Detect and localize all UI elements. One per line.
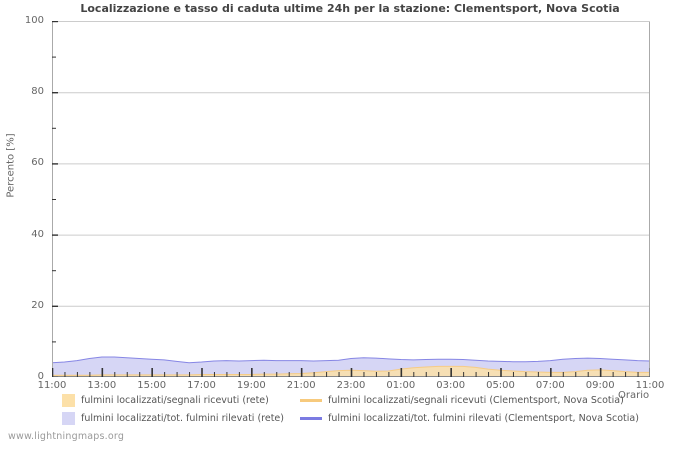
x-tick-label-5: 21:00 bbox=[286, 380, 316, 391]
legend-swatch-icon bbox=[62, 393, 75, 407]
x-tick-label-4: 19:00 bbox=[236, 380, 266, 391]
plot-area bbox=[52, 21, 650, 377]
legend-label: fulmini localizzati/tot. fulmini rilevat… bbox=[81, 412, 284, 424]
legend-label: fulmini localizzati/segnali ricevuti (re… bbox=[81, 394, 269, 406]
chart-legend: fulmini localizzati/segnali ricevuti (re… bbox=[0, 392, 700, 428]
x-tick-label-9: 05:00 bbox=[486, 380, 515, 391]
chart-title: Localizzazione e tasso di caduta ultime … bbox=[80, 2, 620, 15]
legend-item-net-located-received[interactable]: fulmini localizzati/segnali ricevuti (re… bbox=[62, 392, 269, 408]
y-tick-label-20: 20 bbox=[31, 299, 44, 311]
x-axis-title: Orario bbox=[618, 390, 650, 401]
x-tick-label-10: 07:00 bbox=[535, 380, 565, 391]
x-tick-label-11: 09:00 bbox=[585, 380, 615, 391]
legend-line-icon bbox=[300, 416, 322, 420]
legend-item-station-located-received[interactable]: fulmini localizzati/segnali ricevuti (Cl… bbox=[300, 392, 624, 408]
plot-svg bbox=[52, 21, 650, 377]
legend-label: fulmini localizzati/tot. fulmini rilevat… bbox=[328, 412, 639, 424]
plot-background bbox=[52, 21, 650, 377]
x-tick-label-0: 11:00 bbox=[37, 380, 67, 391]
y-tick-label-0: 0 bbox=[37, 371, 44, 382]
legend-item-station-located-total[interactable]: fulmini localizzati/tot. fulmini rilevat… bbox=[300, 410, 639, 426]
legend-item-net-located-total[interactable]: fulmini localizzati/tot. fulmini rilevat… bbox=[62, 410, 284, 426]
x-tick-label-8: 03:00 bbox=[436, 380, 466, 391]
legend-swatch-icon bbox=[62, 411, 75, 425]
x-tick-label-12: 11:00 bbox=[635, 380, 665, 391]
legend-label: fulmini localizzati/segnali ricevuti (Cl… bbox=[328, 394, 624, 406]
watermark: www.lightningmaps.org bbox=[8, 431, 125, 442]
y-tick-label-80: 80 bbox=[31, 86, 44, 98]
x-tick-label-6: 23:00 bbox=[336, 380, 366, 391]
line-series-station-located-total bbox=[52, 356, 650, 364]
x-tick-label-3: 17:00 bbox=[187, 380, 216, 391]
x-tick-label-1: 13:00 bbox=[87, 380, 117, 391]
legend-line-icon bbox=[300, 398, 322, 402]
x-tick-label-2: 15:00 bbox=[137, 380, 167, 391]
x-tick-label-7: 01:00 bbox=[386, 380, 416, 391]
y-tick-label-100: 100 bbox=[24, 15, 44, 26]
y-tick-label-60: 60 bbox=[31, 157, 44, 169]
y-tick-label-40: 40 bbox=[31, 228, 44, 240]
